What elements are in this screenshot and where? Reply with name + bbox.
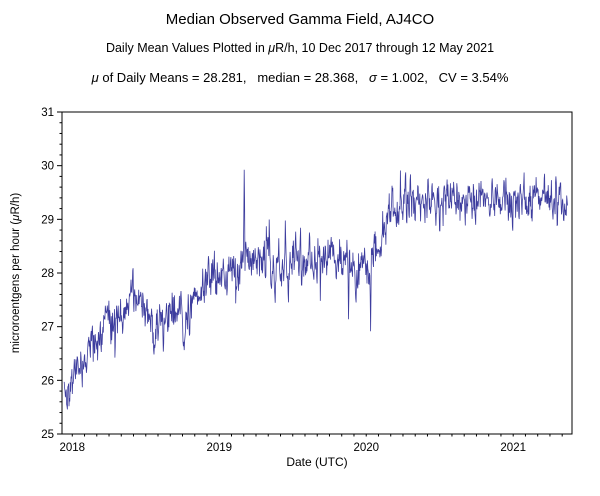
x-tick-label: 2019: [206, 442, 232, 454]
subtitle-text-1: Daily Mean Values Plotted in: [105, 41, 269, 55]
x-tick-label: 2018: [59, 442, 85, 454]
stats-text-2: = 1.002, CV = 3.54%: [376, 70, 509, 85]
stats-text-1: of Daily Means = 28.281, median = 28.368…: [98, 70, 370, 85]
mu-symbol: μ: [91, 70, 99, 85]
subtitle-text-2: R/h, 10 Dec 2017 through 12 May 2021: [275, 41, 495, 55]
y-tick-label: 29: [41, 214, 54, 226]
y-tick-label: 25: [41, 429, 54, 441]
y-tick-label: 30: [41, 161, 54, 173]
chart-subtitle: Daily Mean Values Plotted in μR/h, 10 De…: [0, 41, 600, 55]
chart-title: Median Observed Gamma Field, AJ4CO: [165, 11, 435, 28]
chart-stats-line: μ of Daily Means = 28.281, median = 28.3…: [0, 70, 600, 85]
y-tick-label: 28: [41, 268, 54, 280]
mu-symbol: μ: [268, 41, 276, 55]
data-series-line: [63, 169, 568, 410]
sigma-symbol: σ: [369, 70, 377, 85]
x-tick-label: 2021: [500, 442, 526, 454]
x-tick-label: 2020: [353, 442, 379, 454]
y-tick-label: 26: [41, 375, 54, 387]
y-tick-label: 31: [41, 107, 54, 119]
x-axis-label: Date (UTC): [286, 455, 348, 469]
y-tick-label: 27: [41, 322, 54, 334]
